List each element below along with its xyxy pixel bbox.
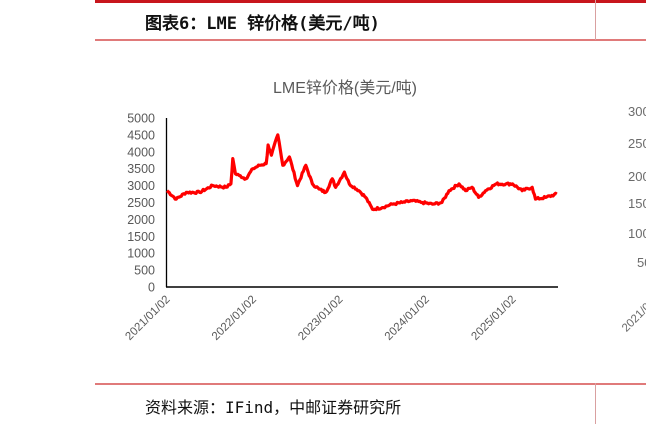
y-tick-label: 5000 [127, 112, 155, 126]
adjacent-x-tick-label: 2021/0 [620, 301, 646, 335]
column-divider [595, 0, 596, 40]
x-tick-label: 2024/01/02 [383, 294, 432, 343]
x-tick-label: 2021/01/02 [123, 294, 172, 343]
figure-title: 图表6：LME 锌价格(美元/吨) [145, 14, 380, 34]
adjacent-chart-fragment: 300 250 200 150 100 50 2021/0 [600, 0, 646, 424]
footer-divider [95, 383, 646, 385]
top-accent-bar [95, 0, 646, 3]
y-tick-label: 4500 [127, 128, 155, 142]
y-tick-label: 3500 [127, 162, 155, 176]
chart-title: LME锌价格(美元/吨) [273, 79, 417, 97]
x-tick-label: 2025/01/02 [469, 294, 518, 343]
series-line-zinc [165, 133, 558, 212]
adjacent-y-tick-label: 300 [628, 104, 646, 119]
y-tick-label: 1500 [127, 230, 155, 244]
column-divider [595, 383, 596, 424]
adjacent-y-tick-label: 150 [628, 196, 646, 211]
y-tick-label: 2000 [127, 213, 155, 227]
y-tick-label: 2500 [127, 196, 155, 210]
y-tick-label: 0 [148, 281, 155, 295]
adjacent-y-tick-label: 50 [637, 255, 646, 270]
x-tick-label: 2022/01/02 [210, 294, 259, 343]
header-divider [95, 39, 646, 41]
adjacent-y-tick-label: 200 [628, 169, 646, 184]
x-tick-label: 2023/01/02 [296, 294, 345, 343]
y-tick-label: 4000 [127, 145, 155, 159]
y-tick-label: 3000 [127, 179, 155, 193]
y-tick-label: 1000 [127, 247, 155, 261]
source-note: 资料来源：IFind，中邮证券研究所 [145, 398, 402, 417]
adjacent-y-tick-label: 100 [628, 226, 646, 241]
y-tick-label: 500 [134, 264, 155, 278]
adjacent-y-tick-label: 250 [628, 136, 646, 151]
